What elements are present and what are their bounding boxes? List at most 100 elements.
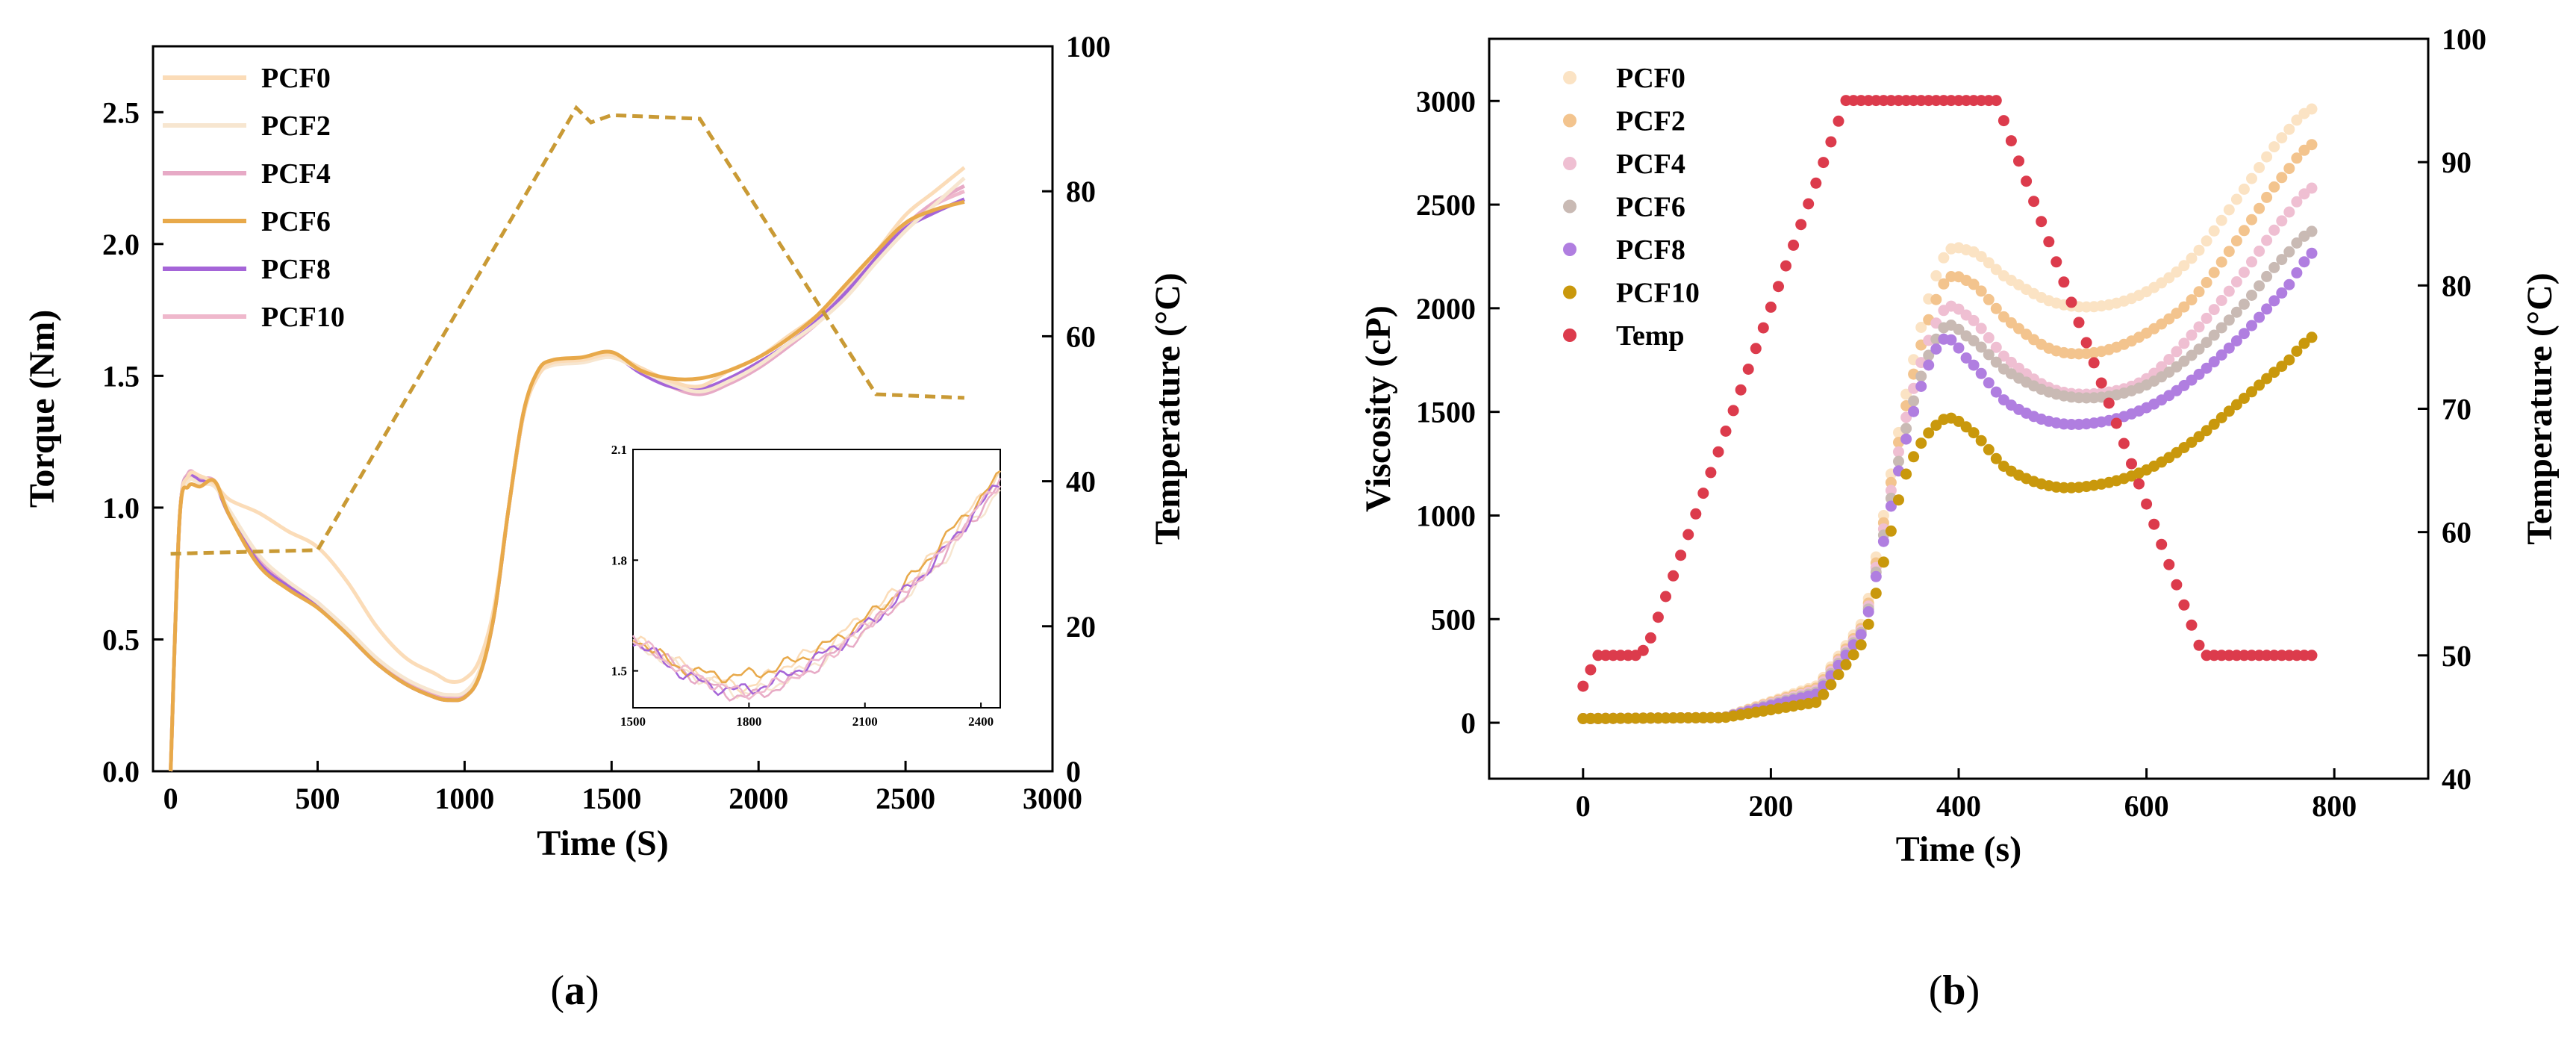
data-point-pcf2 bbox=[2193, 286, 2205, 298]
data-point-pcf10 bbox=[1877, 556, 1889, 568]
y2-tick-label: 0 bbox=[1066, 755, 1081, 788]
data-point-pcf10 bbox=[2268, 367, 2280, 379]
data-point-pcf8 bbox=[1968, 359, 1980, 371]
data-point-pcf6 bbox=[1893, 455, 1904, 467]
data-point-pcf4 bbox=[2261, 234, 2273, 246]
data-point-pcf8 bbox=[2208, 356, 2220, 368]
data-point-pcf0 bbox=[1983, 257, 1995, 269]
data-point-pcf0 bbox=[2268, 141, 2280, 153]
data-point-pcf4 bbox=[1968, 314, 1980, 326]
data-point-pcf6 bbox=[2291, 237, 2303, 249]
data-point-temp bbox=[1998, 115, 2009, 127]
data-point-pcf0 bbox=[2178, 260, 2190, 272]
legend-label-pcf6: PCF6 bbox=[1616, 192, 1685, 223]
inset-series-line-pcf10 bbox=[632, 485, 1002, 700]
data-point-pcf8 bbox=[2201, 362, 2212, 374]
data-point-pcf10 bbox=[2261, 373, 2273, 384]
y2-tick-label: 100 bbox=[2442, 22, 2486, 56]
data-point-temp bbox=[1652, 611, 1664, 623]
series-line-pcf6 bbox=[169, 199, 965, 772]
data-point-pcf10 bbox=[2193, 431, 2205, 443]
inset-x-tick-label: 1800 bbox=[736, 714, 761, 729]
data-point-pcf10 bbox=[2276, 361, 2288, 373]
data-point-temp bbox=[2021, 175, 2033, 187]
plot-frame bbox=[152, 45, 1054, 773]
legend-label-pcf2: PCF2 bbox=[261, 110, 331, 142]
data-point-temp bbox=[1825, 136, 1837, 148]
data-point-temp bbox=[2005, 135, 2017, 147]
y-axis-label: Torque (Nm) bbox=[22, 310, 62, 508]
data-point-pcf6 bbox=[2246, 290, 2257, 301]
data-point-pcf2 bbox=[1938, 278, 1950, 290]
data-point-pcf8 bbox=[1885, 500, 1897, 512]
data-point-pcf2 bbox=[2186, 294, 2198, 306]
data-point-temp bbox=[2043, 236, 2055, 248]
y-tick-label: 0.5 bbox=[102, 623, 140, 656]
data-point-pcf2 bbox=[2238, 225, 2250, 237]
legend-marker-pcf4 bbox=[1563, 157, 1577, 170]
x-tick-label: 500 bbox=[296, 782, 340, 815]
y2-tick-label: 80 bbox=[2442, 269, 2471, 302]
data-point-pcf6 bbox=[2215, 322, 2227, 334]
data-point-pcf0 bbox=[2261, 151, 2273, 163]
data-point-pcf0 bbox=[2276, 132, 2288, 144]
data-point-pcf0 bbox=[1975, 251, 1987, 263]
y-tick-label: 0 bbox=[1461, 706, 1476, 740]
data-point-pcf8 bbox=[2276, 287, 2288, 299]
data-point-temp bbox=[2118, 438, 2130, 449]
data-point-temp bbox=[1690, 508, 1702, 520]
y-tick-label: 2.5 bbox=[102, 96, 140, 129]
data-point-pcf2 bbox=[2171, 308, 2183, 320]
data-point-temp bbox=[1675, 549, 1687, 561]
data-point-temp bbox=[2133, 478, 2145, 490]
data-point-pcf8 bbox=[2268, 295, 2280, 307]
data-point-pcf2 bbox=[2261, 191, 2273, 203]
inset-x-tick-label: 1500 bbox=[620, 714, 646, 729]
data-point-temp bbox=[2058, 276, 2070, 288]
data-point-temp bbox=[1810, 177, 1822, 189]
data-point-temp bbox=[2148, 518, 2160, 530]
x-tick-label: 2500 bbox=[876, 782, 935, 815]
data-point-pcf4 bbox=[1990, 341, 2002, 353]
data-point-pcf2 bbox=[1998, 311, 2009, 323]
y2-axis-label: Temperature (°C) bbox=[2520, 273, 2560, 544]
data-point-pcf0 bbox=[2171, 266, 2183, 278]
y-tick-label: 2500 bbox=[1416, 188, 1476, 222]
data-point-temp bbox=[1750, 343, 1762, 355]
x-tick-label: 600 bbox=[2124, 789, 2169, 823]
data-point-pcf10 bbox=[2306, 331, 2318, 343]
data-point-pcf0 bbox=[2283, 123, 2295, 135]
data-point-pcf0 bbox=[2230, 193, 2242, 205]
data-point-temp bbox=[1585, 664, 1597, 676]
data-point-pcf4 bbox=[2268, 224, 2280, 236]
data-point-pcf2 bbox=[2291, 152, 2303, 164]
data-point-pcf2 bbox=[2201, 276, 2212, 288]
legend-marker-temp bbox=[1563, 329, 1577, 342]
inset-series-line-pcf4 bbox=[631, 478, 1002, 702]
data-point-pcf2 bbox=[2306, 139, 2318, 151]
data-point-pcf6 bbox=[2201, 337, 2212, 349]
data-point-pcf2 bbox=[2276, 172, 2288, 184]
data-point-pcf4 bbox=[2201, 312, 2212, 324]
data-point-pcf8 bbox=[2291, 267, 2303, 278]
inset-x-tick-label: 2400 bbox=[968, 714, 994, 729]
data-point-pcf2 bbox=[2178, 301, 2190, 313]
legend-marker-pcf2 bbox=[1563, 113, 1577, 128]
legend-marker-pcf10 bbox=[1563, 285, 1577, 299]
data-point-pcf10 bbox=[1908, 451, 1920, 463]
x-tick-label: 2000 bbox=[729, 782, 788, 815]
data-point-pcf6 bbox=[1990, 356, 2002, 368]
data-point-pcf4 bbox=[2238, 267, 2250, 278]
data-point-pcf8 bbox=[2306, 247, 2318, 259]
data-point-temp bbox=[2050, 256, 2062, 268]
data-point-pcf8 bbox=[2246, 320, 2257, 331]
data-point-pcf2 bbox=[2215, 256, 2227, 268]
data-point-pcf4 bbox=[2291, 196, 2303, 208]
data-point-pcf6 bbox=[1915, 370, 1927, 382]
y2-tick-label: 40 bbox=[2442, 762, 2471, 796]
x-tick-label: 0 bbox=[1576, 789, 1591, 823]
data-point-pcf0 bbox=[2254, 162, 2265, 173]
data-point-pcf10 bbox=[1818, 688, 1830, 700]
y2-tick-label: 60 bbox=[2442, 516, 2471, 549]
y2-tick-label: 60 bbox=[1066, 320, 1096, 353]
